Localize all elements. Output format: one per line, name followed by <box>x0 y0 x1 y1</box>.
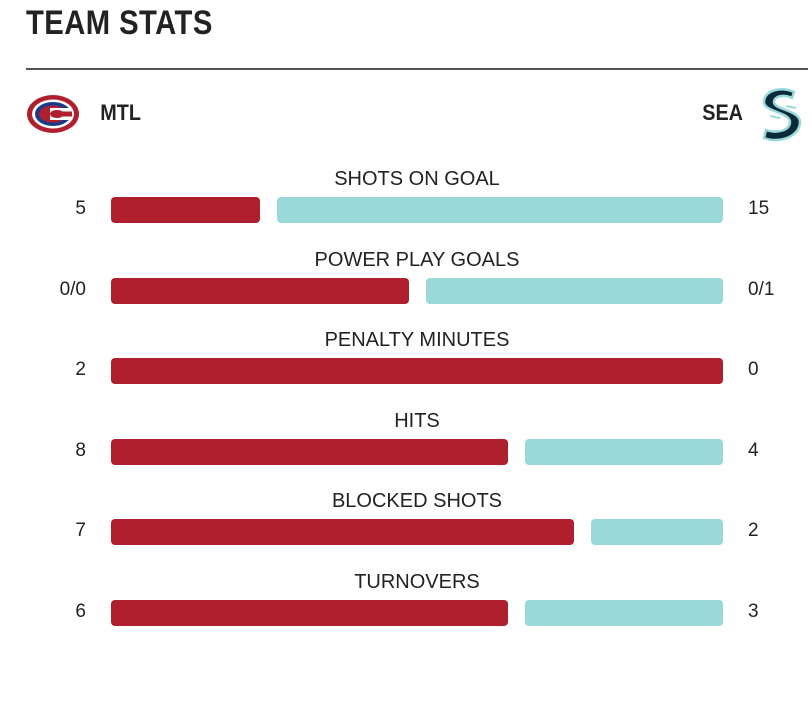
away-stat-bar <box>276 197 723 223</box>
away-stat-bar <box>425 277 723 304</box>
home-team-abbr: MTL <box>100 100 141 125</box>
home-stat-value: 2 <box>75 359 86 380</box>
home-stat-value: 6 <box>75 600 86 622</box>
home-stat-bar <box>111 519 574 545</box>
home-stat-bar <box>111 277 409 304</box>
home-stat-bar <box>111 599 508 626</box>
home-stat-value: 5 <box>75 198 86 219</box>
page-title: TEAM STATS <box>26 4 213 42</box>
away-stat-value: 0 <box>748 359 759 380</box>
home-stat-value: 7 <box>75 520 86 541</box>
away-stat-bar <box>524 438 723 465</box>
home-stat-value: 0/0 <box>59 278 86 300</box>
away-stat-value: 3 <box>748 600 759 622</box>
away-team-abbr: SEA <box>702 100 743 125</box>
home-stat-value: 8 <box>75 439 86 461</box>
kraken-logo-icon <box>762 88 802 142</box>
stat-label: SHOTS ON GOAL <box>334 168 500 190</box>
away-stat-bar <box>524 599 723 626</box>
away-stat-value: 4 <box>748 439 759 461</box>
away-stat-bar <box>590 519 723 545</box>
stat-label: HITS <box>394 409 440 432</box>
stat-label: PENALTY MINUTES <box>324 329 510 351</box>
stat-label: BLOCKED SHOTS <box>331 490 503 512</box>
stat-label: POWER PLAY GOALS <box>314 248 520 271</box>
title-divider <box>26 68 808 70</box>
canadiens-logo-icon <box>27 95 79 133</box>
away-stat-value: 2 <box>748 520 759 541</box>
home-stat-bar <box>111 358 723 384</box>
home-stat-bar <box>111 197 260 223</box>
away-stat-value: 15 <box>748 198 770 219</box>
home-stat-bar <box>111 438 508 465</box>
away-stat-value: 0/1 <box>748 278 775 300</box>
stat-label: TURNOVERS <box>354 570 480 593</box>
